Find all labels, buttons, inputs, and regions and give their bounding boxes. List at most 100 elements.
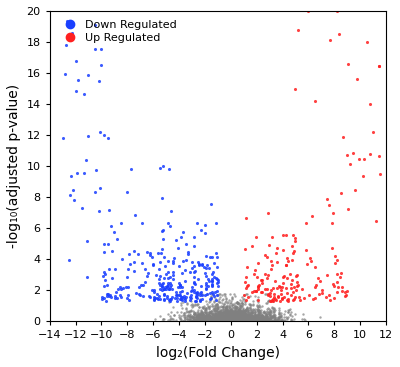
Point [241, 313, 247, 319]
Point [217, 311, 224, 317]
Point [178, 301, 184, 306]
Point [144, 273, 150, 279]
Point [238, 316, 244, 322]
Point [222, 319, 228, 324]
Point [222, 316, 229, 321]
Point [222, 317, 229, 323]
Point [223, 318, 229, 324]
Point [214, 318, 220, 324]
Point [254, 315, 260, 320]
Point [167, 317, 173, 323]
Point [92, 22, 98, 28]
Point [233, 303, 240, 309]
Point [264, 319, 270, 324]
Point [97, 185, 104, 191]
Point [250, 312, 256, 318]
Point [124, 266, 131, 272]
Point [222, 299, 228, 305]
Point [208, 316, 214, 322]
Point [224, 307, 230, 313]
Point [234, 314, 240, 320]
Point [187, 298, 194, 304]
Point [233, 311, 239, 317]
Point [281, 317, 287, 323]
Point [166, 297, 173, 303]
Point [250, 298, 257, 304]
Point [239, 315, 245, 320]
Point [204, 309, 210, 315]
Point [214, 313, 221, 319]
Point [188, 288, 194, 294]
Point [224, 312, 230, 318]
Point [189, 259, 196, 265]
Point [222, 318, 228, 324]
Point [225, 315, 231, 320]
Point [256, 307, 262, 313]
Point [253, 317, 259, 323]
Point [224, 303, 230, 309]
Point [254, 314, 260, 320]
Point [233, 318, 240, 324]
Point [194, 315, 200, 320]
Point [195, 311, 201, 317]
Point [224, 314, 230, 320]
Point [266, 312, 273, 318]
Point [224, 306, 230, 312]
Point [211, 316, 217, 322]
Point [260, 314, 266, 320]
Point [266, 313, 272, 319]
Point [265, 317, 272, 323]
Point [190, 311, 197, 317]
Point [258, 316, 264, 322]
Point [225, 315, 232, 321]
Point [216, 311, 222, 317]
Point [227, 312, 233, 318]
Point [242, 309, 248, 315]
Point [213, 313, 219, 319]
Point [352, 186, 358, 192]
Point [220, 314, 226, 320]
Point [154, 291, 160, 297]
Point [291, 316, 297, 322]
Point [223, 309, 229, 315]
Point [218, 297, 225, 303]
Point [247, 316, 253, 322]
Point [238, 314, 245, 320]
Point [250, 315, 257, 321]
Point [259, 316, 266, 322]
Point [222, 304, 228, 310]
Point [238, 317, 244, 323]
Point [247, 314, 253, 320]
Point [214, 306, 220, 312]
Point [309, 213, 316, 219]
Point [183, 306, 189, 312]
Point [235, 317, 241, 323]
Point [159, 228, 166, 234]
Point [212, 295, 218, 301]
Point [184, 316, 190, 322]
Point [236, 302, 243, 308]
Point [152, 295, 158, 301]
Point [240, 316, 246, 322]
Point [223, 308, 230, 314]
Point [234, 314, 241, 320]
Point [224, 316, 231, 322]
Point [260, 317, 266, 323]
Point [211, 319, 217, 324]
Point [244, 317, 250, 323]
Point [82, 157, 89, 163]
Point [257, 312, 264, 318]
Point [221, 318, 228, 324]
Point [228, 317, 235, 323]
Point [213, 288, 220, 294]
Point [290, 248, 297, 254]
Point [230, 316, 236, 321]
Point [262, 317, 268, 323]
Point [242, 318, 249, 324]
Point [220, 317, 227, 323]
Point [194, 317, 200, 323]
Point [216, 317, 223, 323]
Point [199, 318, 206, 324]
Point [238, 311, 245, 317]
Point [226, 319, 232, 324]
